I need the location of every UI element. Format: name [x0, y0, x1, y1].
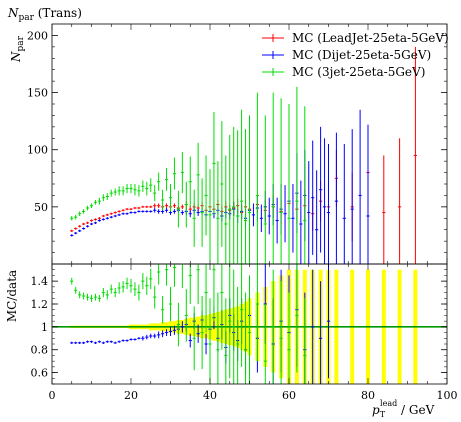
main-y-tick-label: 50: [34, 201, 48, 214]
main-panel: 50 100 150 200: [27, 23, 448, 265]
ratio-y-tick-label: 1.4: [31, 275, 49, 288]
main-y-tick-label: 200: [27, 29, 48, 42]
ratio-y-tick-label: 0.8: [31, 344, 49, 357]
ratio-y-tick-label: 1.2: [31, 298, 49, 311]
ratio-y-tick-label: 0.6: [31, 367, 49, 380]
main-y-tick-label: 150: [27, 87, 48, 100]
x-axis-label: pTlead / GeV: [372, 399, 435, 419]
x-tick-label: 80: [361, 389, 375, 402]
x-tick-label: 40: [203, 389, 217, 402]
chart-title: Npar (Trans): [7, 6, 82, 23]
legend-entry-label: MC (LeadJet-25eta-5GeV): [292, 31, 449, 45]
main-y-axis-label: Npar: [9, 35, 26, 63]
legend: MC (LeadJet-25eta-5GeV) MC (Dijet-25eta-5…: [262, 31, 449, 79]
legend-entry-label: MC (3jet-25eta-5GeV): [292, 65, 425, 79]
x-tick-label: 20: [124, 389, 138, 402]
ratio-panel: 0.6 0.8 1 1.2 1.4 0 20 40 60 80 100: [31, 263, 458, 402]
x-tick-label: 60: [282, 389, 296, 402]
main-y-tick-label: 100: [27, 144, 48, 157]
x-tick-label: 100: [437, 389, 458, 402]
legend-entry-label: MC (Dijet-25eta-5GeV): [292, 48, 431, 62]
x-tick-label: 0: [49, 389, 56, 402]
ratio-y-axis-label: MC/data: [5, 270, 19, 322]
ratio-y-tick-label: 1: [41, 321, 48, 334]
